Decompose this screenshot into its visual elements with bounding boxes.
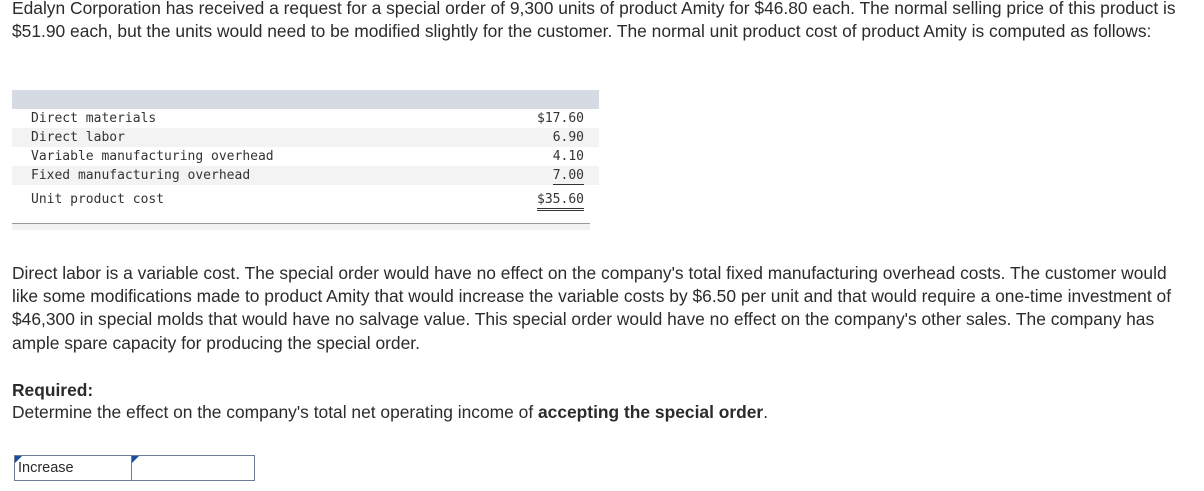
effect-dropdown[interactable]: Increase [15, 456, 132, 480]
table-row: Direct labor 6.90 [12, 128, 599, 147]
required-text-bold: accepting the special order [538, 402, 764, 422]
row-value-unit-product-cost: $35.60 [518, 190, 584, 211]
table-bottom-band [12, 224, 590, 230]
unit-cost-table: Direct materials $17.60 Direct labor 6.9… [12, 90, 599, 230]
row-label-direct-labor: Direct labor [31, 130, 125, 145]
required-text-prefix: Determine the effect on the company's to… [12, 402, 538, 422]
row-label-unit-product-cost: Unit product cost [31, 192, 165, 207]
row-label-fixed-overhead: Fixed manufacturing overhead [31, 168, 251, 183]
table-row: Variable manufacturing overhead 4.10 [12, 147, 599, 166]
row-label-variable-overhead: Variable manufacturing overhead [31, 149, 274, 164]
input-marker-icon [132, 456, 139, 463]
problem-intro: Edalyn Corporation has received a reques… [12, 0, 1176, 42]
required-question: Determine the effect on the company's to… [12, 401, 768, 423]
effect-dropdown-value: Increase [18, 460, 74, 476]
required-text-suffix: . [763, 402, 769, 422]
answer-row: Increase [14, 455, 255, 481]
row-value-variable-overhead: 4.10 [552, 149, 584, 164]
table-row-total: Unit product cost $35.60 [12, 190, 599, 211]
row-label-direct-materials: Direct materials [31, 111, 157, 126]
row-value-fixed-overhead: 7.00 [552, 168, 584, 185]
row-value-direct-materials: $17.60 [537, 111, 584, 126]
table-row: Direct materials $17.60 [12, 109, 599, 128]
amount-input[interactable] [132, 456, 254, 480]
table-row: Fixed manufacturing overhead 7.00 [12, 166, 599, 185]
table-header-band [12, 90, 599, 109]
input-marker-icon [15, 456, 22, 463]
problem-details: Direct labor is a variable cost. The spe… [12, 263, 1172, 353]
table-bottom-rule [12, 223, 590, 224]
required-heading: Required: [12, 380, 94, 400]
row-value-direct-labor: 6.90 [552, 130, 584, 145]
